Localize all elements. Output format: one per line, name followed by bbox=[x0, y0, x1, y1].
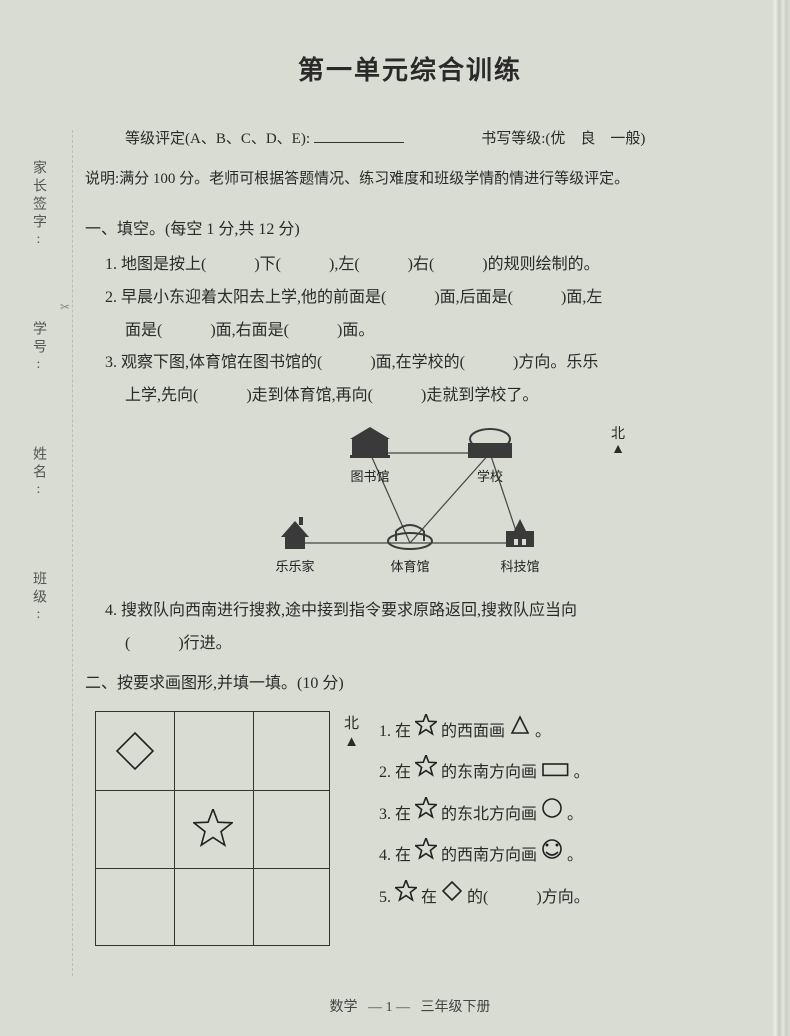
q4-cont: ( )行进。 bbox=[105, 628, 735, 661]
worksheet-page: 第一单元综合训练 等级评定(A、B、C、D、E): 书写等级:(优 良 一般) … bbox=[85, 50, 735, 1016]
star-icon bbox=[395, 877, 417, 919]
description: 说明:满分 100 分。老师可根据答题情况、练习难度和班级学情酌情进行等级评定。 bbox=[85, 166, 735, 193]
star-icon bbox=[415, 835, 437, 877]
q2: 2. 早晨小东迎着太阳去上学,他的前面是( )面,后面是( )面,左 bbox=[105, 282, 735, 315]
north-arrow-icon: ▲ bbox=[611, 443, 625, 457]
smile-icon bbox=[541, 835, 563, 877]
svg-text:图书馆: 图书馆 bbox=[350, 469, 389, 484]
instruction-5: 5. 在 的( )方向。 bbox=[379, 877, 735, 919]
direction-grid bbox=[95, 711, 330, 946]
q4: 4. 搜救队向西南进行搜救,途中接到指令要求原路返回,搜救队应当向 bbox=[105, 595, 735, 628]
svg-text:科技馆: 科技馆 bbox=[500, 559, 539, 574]
cut-line bbox=[72, 130, 73, 976]
grading-blank[interactable] bbox=[314, 129, 404, 143]
star-icon bbox=[415, 711, 437, 753]
triangle-icon bbox=[509, 711, 531, 753]
q2-cont: 面是( )面,右面是( )面。 bbox=[105, 315, 735, 348]
grading-right-label: 书写等级:(优 良 一般) bbox=[481, 131, 645, 147]
instruction-1: 1. 在 的西面画 。 bbox=[379, 711, 735, 753]
diamond-icon bbox=[441, 877, 463, 919]
page-footer: 数学 — 1 — 三年级下册 bbox=[85, 996, 735, 1016]
section2-heading: 二、按要求画图形,并填一填。(10 分) bbox=[85, 669, 735, 693]
circle-icon bbox=[541, 794, 563, 836]
north-marker: 北 ▲ bbox=[611, 423, 625, 457]
footer-subject: 数学 bbox=[330, 1000, 358, 1015]
section1-heading: 一、填空。(每空 1 分,共 12 分) bbox=[85, 215, 735, 239]
svg-text:体育馆: 体育馆 bbox=[390, 559, 429, 574]
grading-row: 等级评定(A、B、C、D、E): 书写等级:(优 良 一般) bbox=[85, 127, 735, 148]
north-marker-2: 北 ▲ bbox=[344, 711, 359, 751]
label-class: 班级: bbox=[28, 571, 48, 626]
section1-q4: 4. 搜救队向西南进行搜救,途中接到指令要求原路返回,搜救队应当向 ( )行进。 bbox=[85, 595, 735, 661]
section2-content: 北 ▲ 1. 在 的西面画 。2. 在 的东南方向画 。3. 在 的东北方向画 … bbox=[85, 711, 735, 946]
north-arrow-icon-2: ▲ bbox=[344, 733, 359, 751]
grid-star-icon bbox=[174, 790, 252, 868]
grading-left-label: 等级评定(A、B、C、D、E): bbox=[125, 131, 310, 147]
label-parent-sign: 家长签字: bbox=[28, 160, 48, 251]
label-name: 姓名: bbox=[28, 446, 48, 501]
instruction-3: 3. 在 的东北方向画 。 bbox=[379, 794, 735, 836]
rect-icon bbox=[541, 752, 570, 794]
svg-text:学校: 学校 bbox=[477, 469, 503, 484]
star-icon bbox=[415, 752, 437, 794]
binding-labels: 家长签字: 学号: 姓名: 班级: bbox=[28, 160, 68, 696]
section1-questions: 1. 地图是按上( )下( ),左( )右( )的规则绘制的。 2. 早晨小东迎… bbox=[85, 249, 735, 413]
north-label: 北 bbox=[611, 423, 625, 443]
star-icon bbox=[415, 794, 437, 836]
footer-grade: 三年级下册 bbox=[421, 1000, 491, 1015]
shape-instructions: 1. 在 的西面画 。2. 在 的东南方向画 。3. 在 的东北方向画 。4. … bbox=[379, 711, 735, 919]
page-title: 第一单元综合训练 bbox=[85, 50, 735, 87]
book-page-edge bbox=[772, 0, 790, 1036]
q1: 1. 地图是按上( )下( ),左( )右( )的规则绘制的。 bbox=[105, 249, 735, 282]
svg-text:乐乐家: 乐乐家 bbox=[275, 559, 314, 574]
q3-cont: 上学,先向( )走到体育馆,再向( )走就到学校了。 bbox=[105, 380, 735, 413]
q3: 3. 观察下图,体育馆在图书馆的( )面,在学校的( )方向。乐乐 bbox=[105, 347, 735, 380]
diagram-svg: 图书馆 学校乐乐家 体育馆 科技馆 bbox=[240, 423, 580, 583]
grid-diamond-icon bbox=[96, 712, 174, 790]
north-label-2: 北 bbox=[344, 715, 359, 733]
direction-diagram: 图书馆 学校乐乐家 体育馆 科技馆 北 ▲ bbox=[85, 423, 735, 583]
instruction-2: 2. 在 的东南方向画 。 bbox=[379, 752, 735, 794]
label-student-id: 学号: bbox=[28, 321, 48, 376]
footer-page: — 1 — bbox=[368, 1000, 410, 1015]
instruction-4: 4. 在 的西南方向画。 bbox=[379, 835, 735, 877]
